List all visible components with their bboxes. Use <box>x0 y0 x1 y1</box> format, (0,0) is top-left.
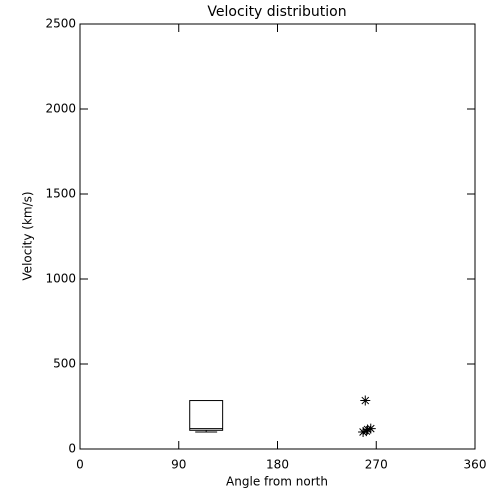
x-tick-label: 90 <box>171 458 186 472</box>
x-tick-label: 180 <box>266 458 289 472</box>
y-tick-label: 2000 <box>45 102 76 116</box>
x-axis-label: Angle from north <box>226 475 328 489</box>
y-tick-label: 1500 <box>45 187 76 201</box>
point <box>365 423 376 434</box>
y-axis-label: Velocity (km/s) <box>21 191 35 280</box>
point <box>358 427 369 437</box>
y-tick-label: 1000 <box>45 272 76 286</box>
point <box>361 426 372 437</box>
y-tick-label: 2500 <box>45 17 76 31</box>
point <box>360 395 371 406</box>
x-tick-label: 270 <box>365 458 388 472</box>
x-tick-label: 360 <box>464 458 487 472</box>
chart-title: Velocity distribution <box>207 4 346 20</box>
y-tick-label: 500 <box>53 357 76 371</box>
x-tick-label: 0 <box>76 458 84 472</box>
y-tick-label: 0 <box>68 442 76 456</box>
